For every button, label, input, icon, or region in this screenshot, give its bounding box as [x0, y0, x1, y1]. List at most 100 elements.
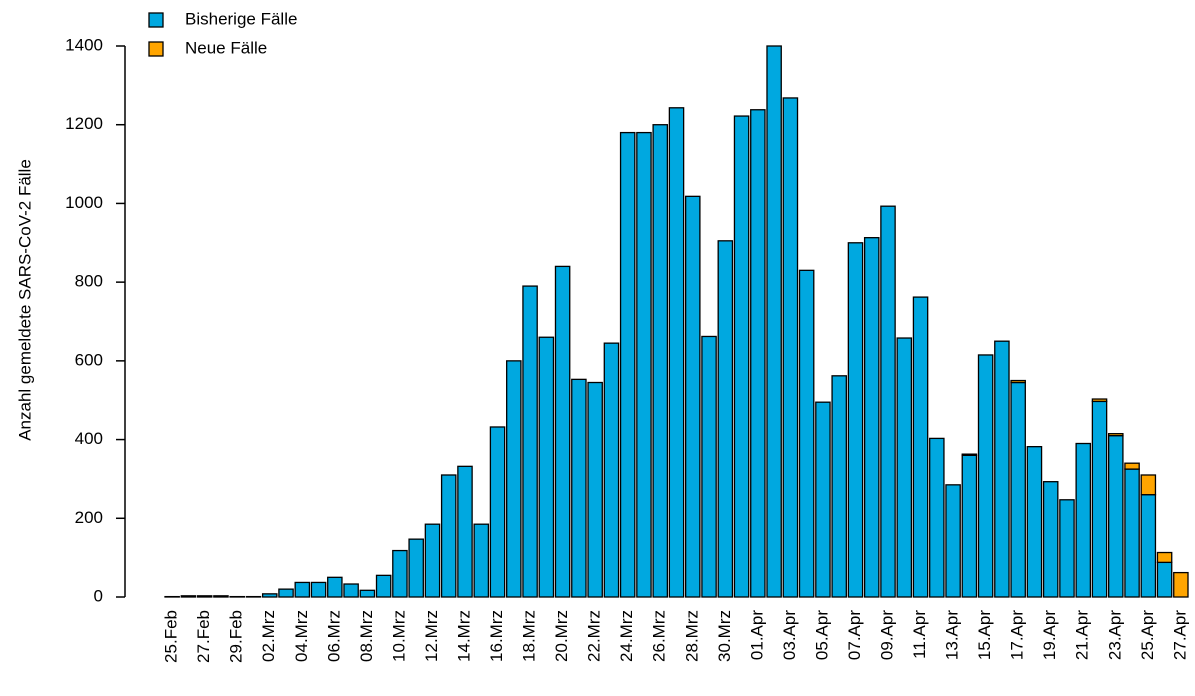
y-tick-label: 800: [75, 272, 103, 291]
x-tick-label: 18.Mrz: [520, 610, 539, 662]
legend-swatch: [149, 42, 163, 56]
y-tick-label: 1000: [65, 193, 103, 212]
bar: [1027, 447, 1041, 597]
x-tick-label: 01.Apr: [747, 610, 766, 660]
bar: [702, 336, 716, 597]
bar: [653, 125, 667, 597]
bar: [946, 485, 960, 597]
x-tick-label: 15.Apr: [975, 610, 994, 660]
x-tick-label: 25.Feb: [162, 610, 181, 663]
bar: [523, 286, 537, 597]
bar: [539, 337, 553, 597]
x-tick-label: 23.Apr: [1105, 610, 1124, 660]
bar: [1157, 562, 1171, 597]
x-tick-label: 10.Mrz: [389, 610, 408, 662]
y-tick-label: 1200: [65, 114, 103, 133]
bar: [783, 98, 797, 597]
x-tick-label: 21.Apr: [1073, 610, 1092, 660]
bar: [328, 577, 342, 597]
bar: [669, 108, 683, 597]
bar: [1109, 434, 1123, 436]
bar: [767, 46, 781, 597]
bar: [816, 402, 830, 597]
bar: [442, 475, 456, 597]
bar: [295, 582, 309, 597]
bar: [393, 551, 407, 597]
bar: [490, 427, 504, 597]
bar: [1157, 553, 1171, 563]
bar: [588, 383, 602, 597]
x-tick-label: 02.Mrz: [259, 610, 278, 662]
bar: [1092, 401, 1106, 597]
bar: [930, 438, 944, 597]
bar: [1076, 444, 1090, 597]
bar: [881, 206, 895, 597]
y-tick-label: 200: [75, 508, 103, 527]
y-axis-label: Anzahl gemeldete SARS-CoV-2 Fälle: [15, 159, 34, 441]
bar: [1174, 573, 1188, 597]
legend-label: Neue Fälle: [185, 38, 267, 57]
bar: [1141, 475, 1155, 495]
x-tick-label: 16.Mrz: [487, 610, 506, 662]
bar: [1044, 482, 1058, 597]
bar: [637, 133, 651, 597]
x-tick-label: 30.Mrz: [715, 610, 734, 662]
x-tick-label: 17.Apr: [1008, 610, 1027, 660]
bar: [1141, 495, 1155, 597]
x-tick-label: 29.Feb: [227, 610, 246, 663]
y-tick-label: 400: [75, 429, 103, 448]
bar: [572, 379, 586, 597]
bar: [425, 524, 439, 597]
x-tick-label: 24.Mrz: [617, 610, 636, 662]
bar: [1109, 436, 1123, 597]
x-tick-label: 08.Mrz: [357, 610, 376, 662]
bar: [214, 596, 228, 597]
x-tick-label: 27.Feb: [194, 610, 213, 663]
bar: [555, 266, 569, 597]
legend-label: Bisherige Fälle: [185, 9, 297, 28]
x-tick-label: 19.Apr: [1040, 610, 1059, 660]
bar: [344, 584, 358, 597]
x-tick-label: 11.Apr: [910, 610, 929, 659]
bar: [474, 524, 488, 597]
bar: [718, 241, 732, 597]
bar: [686, 196, 700, 597]
bar: [1125, 469, 1139, 597]
x-tick-label: 05.Apr: [812, 610, 831, 660]
x-tick-label: 20.Mrz: [552, 610, 571, 662]
bar: [962, 455, 976, 597]
bar: [507, 361, 521, 597]
bar: [1125, 463, 1139, 469]
bar: [360, 590, 374, 597]
y-tick-label: 1400: [65, 35, 103, 54]
bar: [458, 466, 472, 597]
bar: [1011, 383, 1025, 597]
x-tick-label: 07.Apr: [845, 610, 864, 660]
x-tick-label: 27.Apr: [1170, 610, 1189, 660]
bar: [1060, 500, 1074, 597]
bar: [913, 297, 927, 597]
bar: [279, 589, 293, 597]
bar: [832, 376, 846, 597]
x-tick-label: 13.Apr: [943, 610, 962, 660]
bar: [604, 343, 618, 597]
bar: [897, 338, 911, 597]
bar: [734, 116, 748, 597]
bar: [751, 110, 765, 597]
bar: [621, 133, 635, 597]
bar: [311, 582, 325, 597]
x-tick-label: 22.Mrz: [585, 610, 604, 662]
x-tick-label: 12.Mrz: [422, 610, 441, 662]
legend-swatch: [149, 13, 163, 27]
x-tick-label: 09.Apr: [877, 610, 896, 660]
bar: [198, 596, 212, 597]
bar: [1092, 399, 1106, 401]
y-tick-label: 0: [94, 586, 103, 605]
x-tick-label: 25.Apr: [1138, 610, 1157, 660]
bar: [848, 243, 862, 597]
bar: [978, 355, 992, 597]
bar: [962, 454, 976, 455]
x-tick-label: 28.Mrz: [682, 610, 701, 662]
bar: [377, 575, 391, 597]
